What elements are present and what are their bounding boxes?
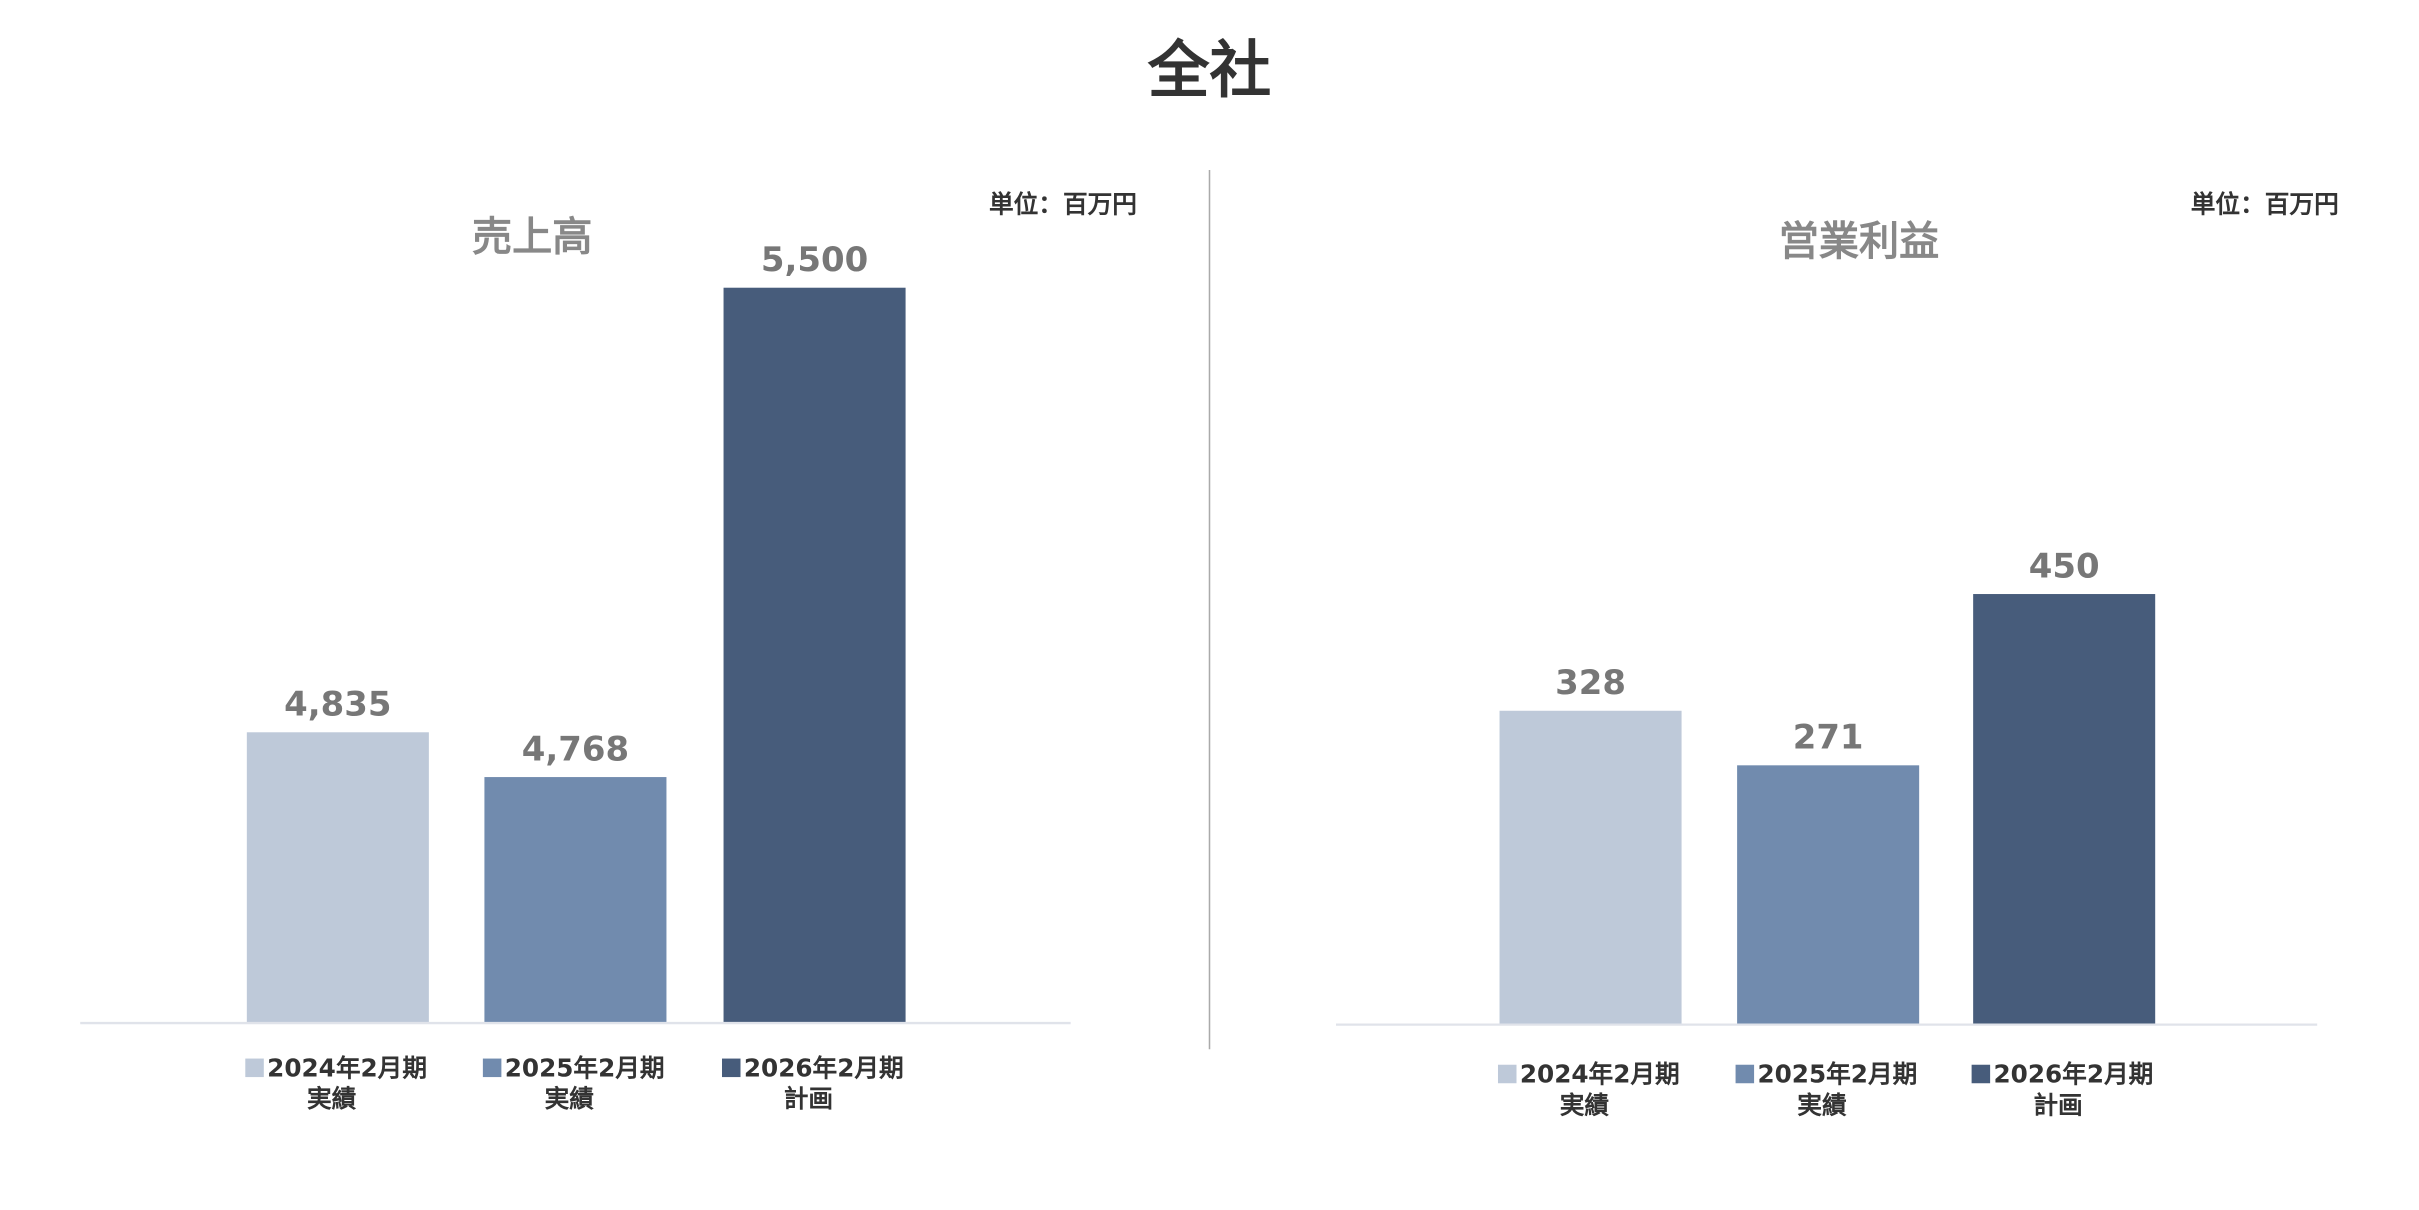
unit-label: 単位：百万円 <box>989 189 1137 218</box>
category-label: 2024年2月期 <box>267 1053 427 1082</box>
value-label: 4,835 <box>284 685 391 725</box>
bar <box>246 732 429 1024</box>
value-label: 450 <box>2029 546 2100 586</box>
page-title: 全社 <box>1147 34 1271 106</box>
category-label: 実績 <box>307 1084 357 1113</box>
legend-swatch <box>482 1058 502 1078</box>
category-label: 2025年2月期 <box>1757 1060 1917 1089</box>
category-label: 実績 <box>1797 1090 1847 1119</box>
chart-title: 営業利益 <box>1779 219 1939 265</box>
legend-swatch <box>721 1058 741 1078</box>
bar <box>1499 710 1682 1025</box>
category-label: 実績 <box>1560 1090 1610 1119</box>
legend-swatch <box>245 1058 264 1078</box>
bar <box>1737 765 1920 1025</box>
category-label: 2026年2月期 <box>744 1053 904 1082</box>
category-label: 実績 <box>545 1084 595 1113</box>
value-label: 271 <box>1793 718 1864 758</box>
legend-swatch <box>1735 1064 1755 1084</box>
value-label: 328 <box>1555 663 1626 703</box>
category-label: 2025年2月期 <box>505 1053 665 1082</box>
chart-title: 売上高 <box>472 214 592 260</box>
unit-label: 単位：百万円 <box>2191 189 2339 218</box>
category-label: 計画 <box>2033 1090 2082 1119</box>
bar <box>484 777 667 1024</box>
value-label: 5,500 <box>761 240 868 280</box>
bar <box>723 287 906 1024</box>
bar <box>1973 594 2156 1025</box>
category-label: 計画 <box>784 1084 833 1113</box>
value-label: 4,768 <box>522 729 629 769</box>
legend-swatch <box>1497 1064 1517 1084</box>
legend-swatch <box>1971 1064 1991 1084</box>
category-label: 2026年2月期 <box>1993 1060 2153 1089</box>
category-label: 2024年2月期 <box>1520 1060 1680 1089</box>
